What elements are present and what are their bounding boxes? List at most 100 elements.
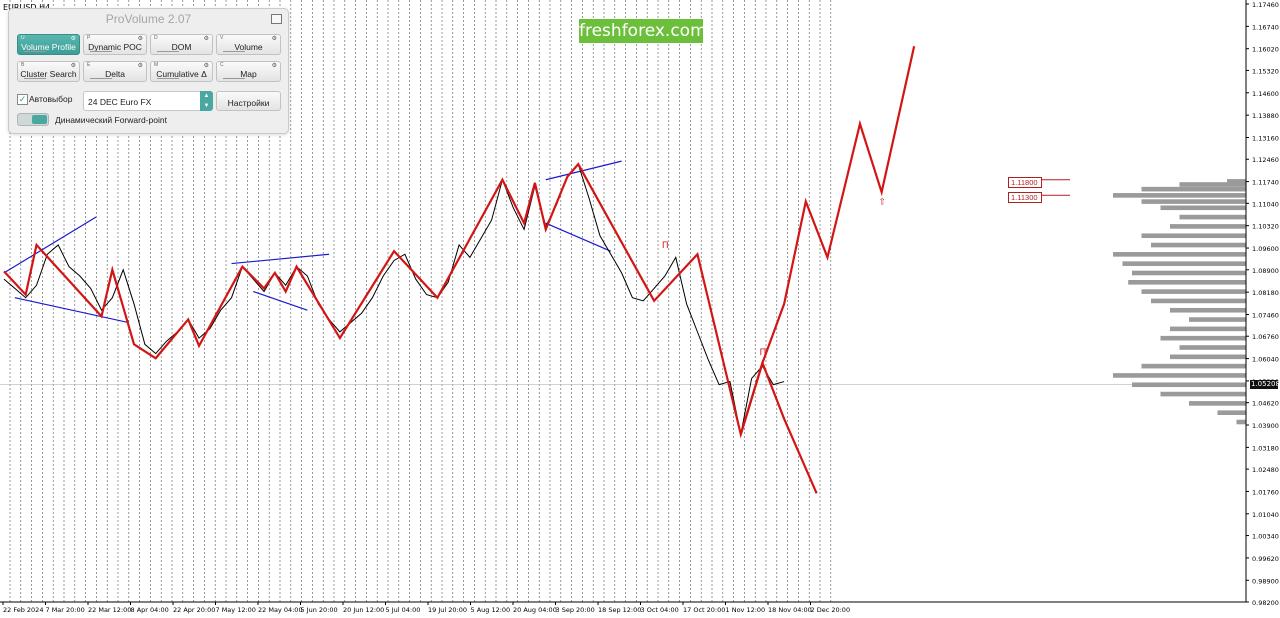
profile-bar [1160, 205, 1246, 211]
tool-button-map[interactable]: C ⚙ Map [216, 61, 281, 82]
symbol-label: EURUSD,H4 [3, 3, 50, 12]
panel-title: ProVolume 2.07 [105, 12, 192, 26]
hotkey-label: P [87, 35, 91, 41]
gear-icon[interactable]: ⚙ [203, 63, 209, 69]
provolume-panel[interactable]: ProVolume 2.07 U ⚙ Volume Profile P ⚙ Dynamic… [8, 8, 289, 134]
hotkey-label: U [21, 35, 25, 41]
x-tick-label: 8 Apr 04:00 [131, 606, 169, 614]
x-tick-label: 1 Nov 12:00 [726, 606, 766, 614]
profile-bar [1122, 261, 1246, 266]
x-tick-label: 5 Jun 20:00 [301, 606, 338, 614]
indicator-bar [90, 51, 112, 52]
y-tick-label: 1.01760 [1252, 488, 1279, 496]
settings-label: Настройки [227, 98, 270, 108]
forward-point-label: Динамический Forward-point [55, 115, 167, 125]
y-tick-label: 1.06760 [1252, 333, 1279, 341]
profile-bar [1113, 373, 1246, 378]
brand-badge[interactable]: freshforex.com [579, 19, 707, 43]
tool-button-dom[interactable]: D ⚙ DOM [150, 34, 213, 55]
profile-bar [1189, 401, 1246, 406]
hotkey-label: D [154, 35, 158, 41]
y-tick-label: 1.16020 [1252, 46, 1279, 54]
tool-button-volume[interactable]: V ⚙ Volume [216, 34, 281, 55]
profile-bar [1179, 214, 1246, 220]
tool-button-label: Cumulative Δ [156, 69, 207, 79]
y-tick-label: 1.01040 [1252, 511, 1279, 519]
y-tick-label: 1.15320 [1252, 67, 1279, 75]
y-tick-label: 1.13160 [1252, 135, 1279, 143]
gear-icon[interactable]: ⚙ [203, 36, 209, 42]
gear-icon[interactable]: ⚙ [70, 36, 76, 42]
profile-bar [1227, 179, 1246, 184]
wave-marker: Π [662, 241, 669, 251]
x-tick-label: 2 Dec 20:00 [811, 606, 851, 614]
x-tick-label: 22 May 04:00 [258, 606, 303, 614]
indicator-bar [157, 51, 179, 52]
hotkey-label: M [154, 62, 159, 68]
trendline [545, 160, 622, 181]
x-tick-label: 7 Mar 20:00 [46, 606, 85, 614]
indicator-bar [157, 78, 179, 79]
profile-bar [1160, 391, 1246, 397]
gear-icon[interactable]: ⚙ [271, 36, 277, 42]
tool-button-delta[interactable]: E ⚙ Delta [83, 61, 147, 82]
gear-icon[interactable]: ⚙ [70, 63, 76, 69]
y-tick-label: 1.00340 [1252, 533, 1279, 541]
hotkey-label: V [220, 35, 224, 41]
y-tick-label: 0.98900 [1252, 577, 1279, 585]
current-price-label: 1.05208 [1250, 380, 1280, 389]
price-level-tag[interactable]: 1.11300 [1008, 192, 1042, 203]
trendline [231, 253, 330, 265]
y-tick-label: 1.08900 [1252, 267, 1279, 275]
profile-bar [1170, 224, 1246, 229]
forward-point-toggle[interactable] [17, 113, 49, 126]
x-tick-label: 3 Oct 04:00 [641, 606, 679, 614]
y-tick-label: 0.99620 [1252, 555, 1279, 563]
y-tick-label: 1.07460 [1252, 311, 1279, 319]
autoselect-label: Автовыбор [29, 94, 73, 104]
x-tick-label: 18 Nov 04:00 [768, 606, 812, 614]
volume-profile [1040, 179, 1246, 425]
autoselect-checkbox[interactable]: ✓ [17, 94, 28, 105]
tool-button-label: Volume [234, 42, 263, 52]
gear-icon[interactable]: ⚙ [137, 63, 143, 69]
tool-button-label: Cluster Search [20, 69, 77, 79]
x-tick-label: 22 Mar 12:00 [88, 606, 131, 614]
minimize-icon[interactable] [271, 14, 282, 24]
trendline [3, 216, 97, 274]
profile-bar [1132, 270, 1246, 276]
gear-icon[interactable]: ⚙ [137, 36, 143, 42]
contract-select[interactable]: 24 DEC Euro FX ▲ ▼ [83, 91, 213, 111]
price-series [3, 163, 785, 435]
profile-bar [1179, 345, 1246, 350]
y-tick-label: 1.14600 [1252, 90, 1279, 98]
y-tick-label: 1.04620 [1252, 400, 1279, 408]
y-tick-label: 1.06040 [1252, 356, 1279, 364]
y-tick-label: 0.98200 [1252, 599, 1279, 607]
tool-button-label: DOM [171, 42, 192, 52]
tool-button-cluster-search[interactable]: B ⚙ Cluster Search [17, 61, 80, 82]
trendline [545, 222, 611, 252]
tool-button-dynamic-poc[interactable]: P ⚙ Dynamic POC [83, 34, 147, 55]
settings-button[interactable]: Настройки [216, 91, 281, 111]
profile-bar [1141, 233, 1246, 239]
tool-button-volume-profile[interactable]: U ⚙ Volume Profile [17, 34, 80, 55]
chevron-updown-icon[interactable]: ▲ ▼ [200, 91, 213, 111]
x-tick-label: 5 Jul 04:00 [386, 606, 421, 614]
trendline [253, 290, 308, 311]
profile-bar [1151, 242, 1246, 248]
x-tick-label: 19 Jul 20:00 [428, 606, 467, 614]
price-level-tag[interactable]: 1.11800 [1008, 177, 1042, 188]
wave-line [3, 162, 818, 494]
tool-button-label: Volume Profile [21, 42, 76, 52]
tool-button-cumulative[interactable]: M ⚙ Cumulative Δ [150, 61, 213, 82]
indicator-bar [223, 78, 245, 79]
y-tick-label: 1.12460 [1252, 156, 1279, 164]
y-tick-label: 1.09600 [1252, 245, 1279, 253]
price-line [3, 163, 785, 435]
x-tick-label: 17 Oct 20:00 [683, 606, 725, 614]
tool-button-label: Map [240, 69, 257, 79]
y-tick-label: 1.13880 [1252, 112, 1279, 120]
profile-bar [1151, 298, 1246, 304]
gear-icon[interactable]: ⚙ [271, 63, 277, 69]
